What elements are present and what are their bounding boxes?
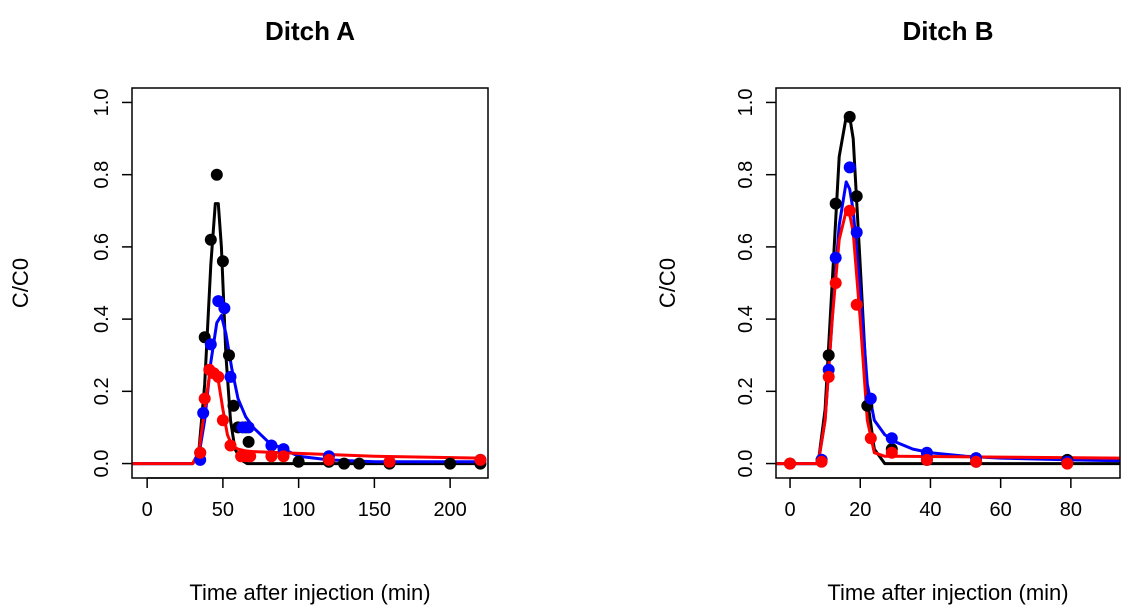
series-3-point [829, 277, 842, 289]
series-2-point [850, 226, 863, 239]
series-2-point [197, 407, 210, 419]
series-line-3 [132, 371, 482, 466]
series-3-point [265, 450, 278, 463]
series-1-point [444, 457, 457, 470]
series-3-point [920, 453, 933, 466]
series-1-point [204, 233, 217, 246]
chart-title: Ditch A [265, 16, 355, 46]
chart-panel-1: Ditch A Time after injection (min) C/C0 0 50… [8, 16, 489, 605]
series-1-point [843, 110, 856, 123]
series-3-point [277, 450, 290, 463]
series-2-point [829, 251, 842, 264]
series-3-point [383, 455, 396, 468]
series-3-point [850, 298, 863, 311]
series-3-point [322, 453, 335, 466]
x-tick-label: 150 [358, 499, 391, 521]
series-3-point [822, 370, 835, 383]
x-tick-label: 200 [433, 499, 466, 521]
series-line-2 [132, 314, 482, 466]
x-tick-label: 20 [849, 499, 871, 521]
x-tick-label: 40 [919, 499, 941, 521]
x-axis-label: Time after injection (min) [827, 580, 1068, 605]
series-3-point [815, 455, 828, 468]
y-tick-label: 0.2 [735, 377, 757, 405]
series-2-point [885, 432, 898, 445]
y-axis-label: C/C0 [655, 258, 680, 308]
x-tick-label: 80 [1060, 499, 1082, 521]
y-tick-label: 0.2 [91, 377, 113, 405]
series-3-point [864, 432, 877, 445]
series-1-point [353, 457, 366, 470]
y-tick-label: 0.8 [735, 161, 757, 189]
series-2-point [843, 161, 856, 174]
y-tick-label: 0.6 [91, 233, 113, 261]
series-3-point [885, 446, 898, 459]
series-1-point [292, 455, 305, 468]
series-3-point [474, 453, 487, 466]
chart-panel-2: Ditch B Time after injection (min) C/C0 0 20… [655, 16, 1121, 605]
x-axis-label: Time after injection (min) [189, 580, 430, 605]
y-tick-label: 1.0 [735, 89, 757, 117]
x-tick-label: 0 [142, 499, 153, 521]
series-2-point [224, 370, 237, 383]
series-2-point [204, 338, 217, 351]
series-1-point [338, 457, 351, 470]
series-3-point [216, 414, 229, 427]
y-tick-label: 0.6 [735, 233, 757, 261]
series-2-point [218, 302, 231, 315]
series-1-point [210, 168, 223, 181]
series-3-point [970, 455, 983, 468]
series-1-point [850, 190, 863, 203]
series-3-point [244, 450, 257, 463]
series-line-2 [776, 180, 1120, 466]
series-1-point [829, 197, 842, 210]
series-line-3 [776, 209, 1120, 466]
y-tick-label: 0.4 [91, 305, 113, 333]
series-1-point [216, 255, 229, 268]
series-line-1 [776, 115, 1120, 466]
series-3-point [784, 457, 796, 470]
plot-area [132, 202, 482, 466]
series-3-point [843, 204, 856, 217]
chart-title: Ditch B [903, 16, 994, 46]
y-tick-label: 1.0 [91, 89, 113, 117]
series-1-point [227, 399, 240, 412]
plot-frame [131, 87, 489, 479]
x-tick-label: 100 [282, 499, 315, 521]
series-2-point [242, 421, 255, 434]
series-3-point [194, 446, 207, 459]
series-3-point [212, 370, 225, 383]
plot-frame [775, 87, 1121, 479]
series-2-point [265, 439, 278, 452]
y-tick-label: 0.0 [91, 450, 113, 478]
series-line-1 [132, 202, 482, 466]
y-tick-label: 0.8 [91, 161, 113, 189]
y-tick-label: 0.0 [735, 450, 757, 478]
x-tick-label: 60 [990, 499, 1012, 521]
series-1-point [242, 435, 255, 448]
series-1-point [223, 349, 235, 362]
series-1-point [822, 349, 835, 362]
series-3-point [224, 439, 237, 452]
y-axis-label: C/C0 [8, 258, 33, 308]
x-tick-label: 0 [784, 499, 795, 521]
series-3-point [1061, 457, 1074, 470]
y-tick-label: 0.4 [735, 305, 757, 333]
x-tick-label: 50 [212, 499, 234, 521]
series-3-point [198, 392, 211, 405]
plot-area [776, 115, 1120, 466]
series-2-point [864, 392, 877, 405]
